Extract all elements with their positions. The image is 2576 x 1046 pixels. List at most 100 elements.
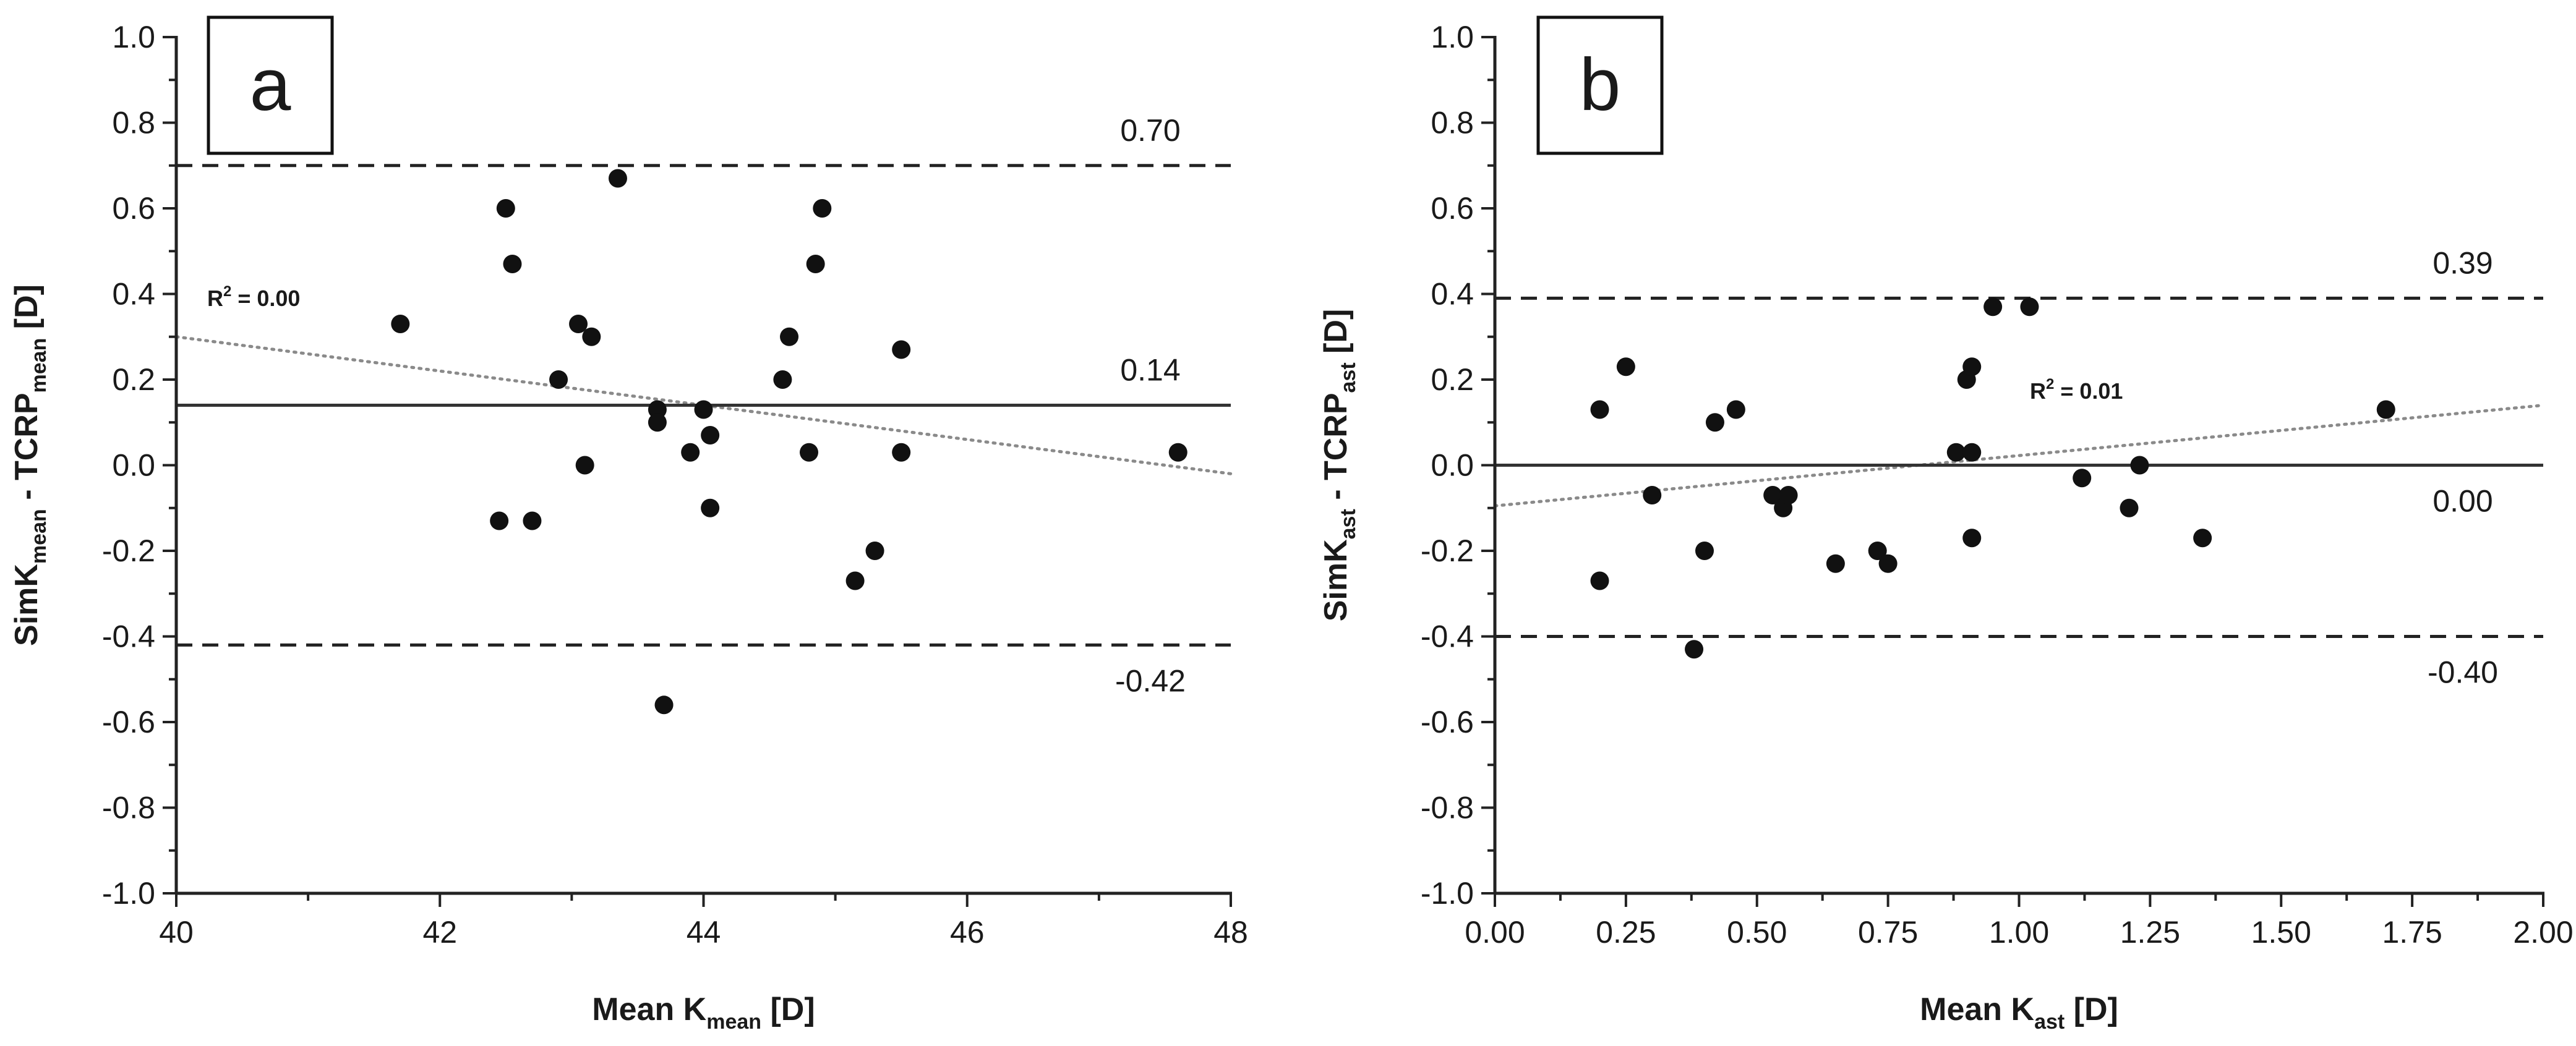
data-point xyxy=(496,199,515,218)
y-tick-label: -0.8 xyxy=(102,791,155,825)
data-point xyxy=(780,327,799,346)
panel-b-chart: -1.0 -0.8 -0.6 -0.4 -0.2 0.0 0.2 0.4 0.6 0.8 1.0 0.… xyxy=(1318,15,2574,1034)
data-point xyxy=(681,443,700,462)
x-tick-label: 40 xyxy=(159,915,194,950)
y-tick-label: 0.8 xyxy=(112,106,155,140)
data-point xyxy=(1962,443,1982,462)
data-point xyxy=(1590,571,1609,590)
x-tick-label: 0.50 xyxy=(1727,915,1787,950)
x-tick-label: 1.25 xyxy=(2120,915,2180,950)
x-axis-title-end: [D] xyxy=(2065,992,2118,1027)
r2-superscript: 2 xyxy=(223,283,231,300)
lower-limit-label: -0.40 xyxy=(2428,655,2498,690)
data-point xyxy=(2073,469,2092,488)
r2-superscript: 2 xyxy=(2046,376,2054,393)
r2-value: = 0.00 xyxy=(231,286,300,311)
x-tick-label: 2.00 xyxy=(2513,915,2573,950)
y-axis-title-end: [D] xyxy=(9,284,45,338)
r2-annotation: R2 = 0.00 xyxy=(207,283,300,311)
lower-limit-label: -0.42 xyxy=(1115,663,1186,698)
data-point xyxy=(1705,413,1724,432)
y-tick-label: -0.8 xyxy=(1421,791,1474,825)
data-point xyxy=(813,199,832,218)
data-point xyxy=(648,400,667,419)
data-point xyxy=(2120,498,2139,517)
data-point xyxy=(1726,400,1745,419)
mean-difference-label: 0.14 xyxy=(1120,353,1180,388)
r2-value: = 0.01 xyxy=(2054,378,2123,404)
data-point xyxy=(1946,443,1966,462)
data-point xyxy=(1983,297,2003,317)
data-point xyxy=(694,400,713,419)
x-axis-title-sub: mean xyxy=(706,1010,761,1034)
data-point xyxy=(806,255,825,274)
y-tick-label: -0.6 xyxy=(102,705,155,739)
r2-annotation: R2 = 0.01 xyxy=(2030,376,2123,404)
y-tick-label: 1.0 xyxy=(1431,20,1474,54)
regression-line xyxy=(1493,404,2545,508)
panel-label-box xyxy=(207,15,334,155)
y-tick-label: 0.2 xyxy=(1431,362,1474,397)
data-point xyxy=(701,498,720,517)
x-axis-title-end: [D] xyxy=(761,992,815,1027)
y-tick-label: 0.0 xyxy=(112,448,155,483)
y-axis-title-sub1: mean xyxy=(27,509,51,564)
data-point xyxy=(892,443,911,462)
data-point xyxy=(1826,554,1845,573)
data-point xyxy=(569,314,588,333)
data-point xyxy=(1962,529,1982,548)
data-point xyxy=(1868,542,1887,560)
data-point xyxy=(1685,640,1704,659)
y-axis-title-sub2: ast xyxy=(1337,362,1360,393)
x-tick-label: 1.00 xyxy=(1989,915,2049,950)
panel-label: a xyxy=(250,43,291,126)
data-point xyxy=(503,255,522,274)
data-point xyxy=(575,456,594,475)
y-axis-title-main: SimK xyxy=(1318,539,1354,621)
y-tick-label: -0.4 xyxy=(102,619,155,654)
y-tick-label: -1.0 xyxy=(102,876,155,911)
data-point xyxy=(523,511,542,530)
y-tick-label: -0.2 xyxy=(102,534,155,568)
y-axis-title-sub2: mean xyxy=(27,338,51,393)
panel-label-box xyxy=(1536,15,1664,155)
data-point xyxy=(865,542,884,560)
data-point xyxy=(654,695,674,715)
data-point xyxy=(608,169,627,188)
data-point xyxy=(549,370,568,389)
y-tick-label: 0.6 xyxy=(1431,191,1474,226)
data-point xyxy=(1962,357,1982,376)
y-tick-label: -0.6 xyxy=(1421,705,1474,739)
data-point xyxy=(1779,485,1798,504)
x-axis-title-main: Mean K xyxy=(592,992,706,1027)
data-point xyxy=(1590,400,1609,419)
data-point xyxy=(2376,400,2395,419)
data-point xyxy=(800,443,818,462)
data-point xyxy=(773,370,792,389)
data-point xyxy=(1878,554,1898,573)
y-axis-title-sub1: ast xyxy=(1337,509,1360,539)
r2-symbol: R xyxy=(2030,378,2046,404)
y-tick-label: -0.2 xyxy=(1421,534,1474,568)
x-tick-label: 0.00 xyxy=(1465,915,1525,950)
data-point xyxy=(2020,297,2039,317)
regression-line xyxy=(174,335,1233,475)
y-tick-label: 1.0 xyxy=(112,20,155,54)
data-point xyxy=(892,340,911,359)
x-tick-label: 0.75 xyxy=(1858,915,1918,950)
x-tick-label: 48 xyxy=(1213,915,1248,950)
data-point xyxy=(2130,456,2149,475)
data-point xyxy=(1763,485,1782,504)
x-tick-label: 44 xyxy=(687,915,721,950)
y-tick-label: -0.4 xyxy=(1421,619,1474,654)
y-axis-title-mid: - TCRP xyxy=(9,393,45,509)
data-point xyxy=(1695,542,1714,560)
x-axis-title: Mean Kast [D] xyxy=(1920,992,2118,1034)
y-tick-label: 0.0 xyxy=(1431,448,1474,483)
data-point xyxy=(701,426,720,445)
upper-limit-label: 0.70 xyxy=(1120,113,1180,148)
panel-a-chart: -1.0 -0.8 -0.6 -0.4 -0.2 0.0 0.2 0.4 0.6 0.8 1.0 40… xyxy=(9,15,1248,1034)
y-axis-title: SimKmean - TCRPmean [D] xyxy=(9,284,51,646)
upper-limit-label: 0.39 xyxy=(2433,245,2493,280)
